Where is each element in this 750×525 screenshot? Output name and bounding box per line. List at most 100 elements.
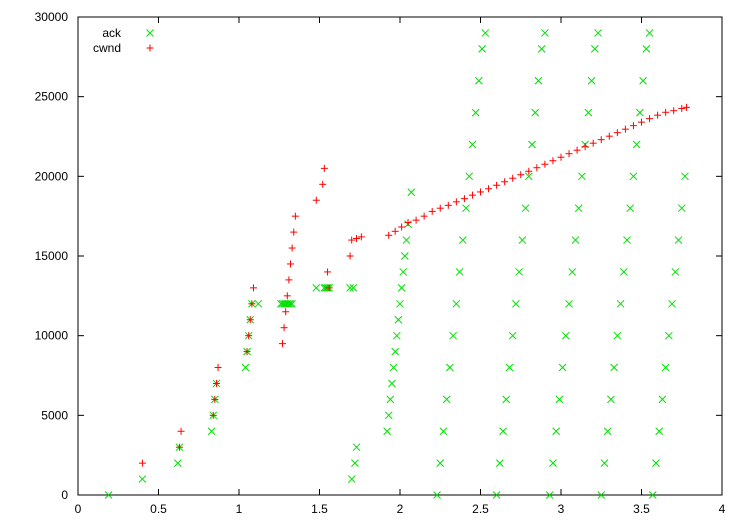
cwnd-point xyxy=(428,207,436,215)
cwnd-point xyxy=(138,459,146,467)
cwnd-point xyxy=(493,181,501,189)
ack-point xyxy=(285,299,293,308)
ack-point xyxy=(639,76,647,85)
ack-point xyxy=(626,204,635,213)
ack-point xyxy=(433,491,441,499)
ack-point xyxy=(655,427,664,436)
cwnd-point xyxy=(565,150,573,158)
cwnd-point xyxy=(460,195,468,203)
ack-point xyxy=(674,236,683,244)
cwnd-point xyxy=(398,223,406,231)
ack-point xyxy=(661,363,670,372)
cwnd-point xyxy=(357,233,365,241)
ack-point xyxy=(407,188,416,197)
y-tick-label: 0 xyxy=(61,488,68,502)
cwnd-point xyxy=(597,136,605,144)
ack-point xyxy=(347,475,356,483)
ack-point xyxy=(549,459,557,467)
plot-frame xyxy=(77,16,723,496)
cwnd-point xyxy=(613,129,621,137)
ack-point xyxy=(173,459,182,467)
y-tick-label: 5000 xyxy=(41,408,68,422)
ack-point xyxy=(531,108,540,117)
ack-point xyxy=(524,172,533,181)
cwnd-series xyxy=(138,103,691,467)
cwnd-point xyxy=(280,324,288,332)
ack-point xyxy=(603,427,612,436)
cwnd-point xyxy=(678,104,686,112)
cwnd-point xyxy=(646,115,654,123)
ack-point xyxy=(652,459,660,467)
ack-point xyxy=(505,363,514,372)
ack-point xyxy=(600,459,609,467)
cwnd-point xyxy=(312,196,320,204)
ack-point xyxy=(397,284,406,292)
ack-point xyxy=(607,395,615,404)
ack-point xyxy=(508,331,517,340)
cwnd-point xyxy=(248,300,256,308)
ack-point xyxy=(312,284,321,292)
cwnd-point xyxy=(683,103,691,111)
ack-point xyxy=(402,236,411,244)
cwnd-point xyxy=(468,191,476,199)
cwnd-point xyxy=(346,252,354,260)
ack-point xyxy=(668,299,676,308)
y-tick-label: 15000 xyxy=(35,249,69,263)
ack-point xyxy=(619,268,628,276)
cwnd-point xyxy=(670,107,678,115)
cwnd-point xyxy=(249,284,257,292)
cwnd-point xyxy=(288,244,296,252)
cwnd-point xyxy=(412,216,420,224)
cwnd-point xyxy=(654,111,662,119)
ack-point xyxy=(584,108,593,117)
ack-point xyxy=(452,299,461,308)
cwnd-point xyxy=(509,174,517,182)
ack-point xyxy=(571,236,580,244)
ack-point xyxy=(648,491,657,499)
ack-point xyxy=(645,29,654,37)
ack-point xyxy=(462,204,470,213)
ack-point xyxy=(552,427,561,436)
cwnd-point xyxy=(436,204,444,212)
ack-point xyxy=(518,236,527,244)
cwnd-point xyxy=(348,236,356,244)
cwnd-point xyxy=(391,227,399,235)
cwnd-point xyxy=(209,411,217,419)
ack-point xyxy=(671,268,680,276)
ack-point xyxy=(610,363,618,372)
ack-point xyxy=(446,363,454,372)
ack-point xyxy=(590,45,599,53)
ack-point xyxy=(578,172,586,181)
cwnd-point xyxy=(285,276,293,284)
ack-point xyxy=(597,491,606,499)
cwnd-point xyxy=(291,212,299,220)
ack-point xyxy=(677,204,686,213)
data-points xyxy=(104,29,691,499)
ack-point xyxy=(632,140,641,149)
ack-point xyxy=(392,331,401,340)
cwnd-point xyxy=(485,185,493,193)
cwnd-point xyxy=(589,139,597,147)
ack-point xyxy=(241,363,250,372)
tick-marks xyxy=(77,16,723,496)
ack-point xyxy=(521,204,530,213)
ack-point xyxy=(623,236,631,244)
ack-point xyxy=(471,108,480,117)
cwnd-point xyxy=(557,153,565,161)
ack-point xyxy=(492,491,501,499)
ack-point xyxy=(555,395,564,404)
ack-point xyxy=(665,331,673,340)
ack-point xyxy=(512,299,520,308)
cwnd-point xyxy=(385,231,393,239)
cwnd-point xyxy=(452,198,460,206)
ack-point xyxy=(394,315,403,324)
ack-point xyxy=(207,427,216,436)
cwnd-point xyxy=(290,228,298,236)
y-tick-label: 25000 xyxy=(35,90,69,104)
x-tick-label: 3 xyxy=(558,502,565,516)
x-tick-label: 1 xyxy=(236,502,243,516)
ack-point xyxy=(475,76,483,85)
ack-point xyxy=(658,395,667,404)
ack-point xyxy=(561,331,570,340)
